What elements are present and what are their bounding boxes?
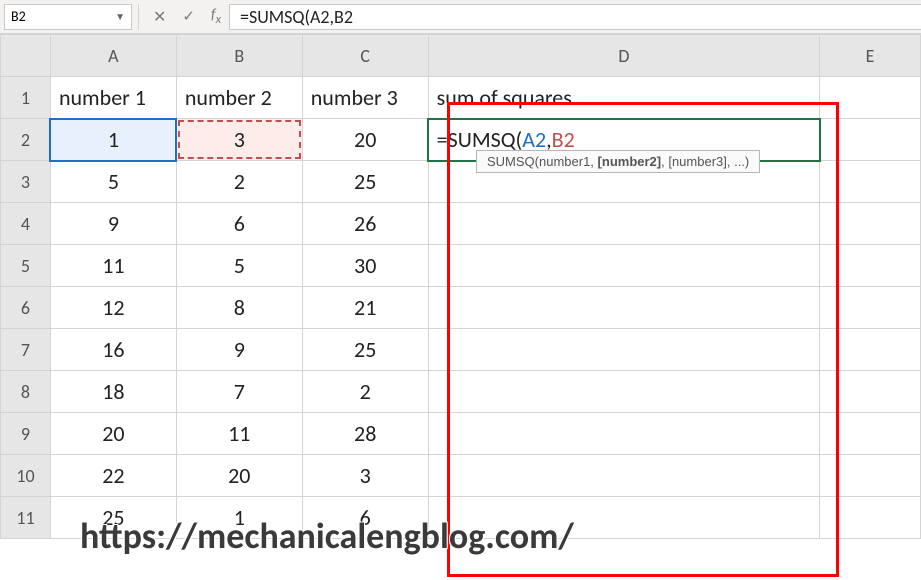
cell-D9[interactable]: [428, 413, 820, 455]
divider: [138, 4, 139, 30]
cell-E5[interactable]: [820, 245, 921, 287]
cell-B8[interactable]: 7: [176, 371, 302, 413]
cancel-icon[interactable]: ✕: [153, 7, 166, 27]
cell-B5[interactable]: 5: [176, 245, 302, 287]
row-header-7[interactable]: 7: [1, 329, 51, 371]
col-header-C[interactable]: C: [302, 35, 428, 77]
row-header-1[interactable]: 1: [1, 77, 51, 119]
cell-E10[interactable]: [820, 455, 921, 497]
cell-C6[interactable]: 21: [302, 287, 428, 329]
formula-bar-buttons: ✕ ✓ fx: [145, 6, 229, 27]
row-header-11[interactable]: 11: [1, 497, 51, 539]
cell-E2[interactable]: [820, 119, 921, 161]
watermark-text: https://mechanicalengblog.com/: [80, 514, 574, 558]
cell-A6[interactable]: 12: [50, 287, 176, 329]
dropdown-icon[interactable]: ▼: [115, 10, 125, 23]
cell-B9[interactable]: 11: [176, 413, 302, 455]
cell-A7[interactable]: 16: [50, 329, 176, 371]
cell-B6[interactable]: 8: [176, 287, 302, 329]
cell-B3[interactable]: 2: [176, 161, 302, 203]
col-header-E[interactable]: E: [820, 35, 921, 77]
function-tooltip: SUMSQ(number1, [number2], [number3], ...…: [476, 150, 760, 173]
cell-A2[interactable]: 1: [50, 119, 176, 161]
row-header-2[interactable]: 2: [1, 119, 51, 161]
cell-E11[interactable]: [820, 497, 921, 539]
col-header-D[interactable]: D: [428, 35, 820, 77]
formula-prefix: =SUMSQ(: [437, 126, 523, 153]
cell-E4[interactable]: [820, 203, 921, 245]
cell-C3[interactable]: 25: [302, 161, 428, 203]
cell-B7[interactable]: 9: [176, 329, 302, 371]
formula-text: =SUMSQ(A2,B2: [240, 6, 353, 28]
cell-A4[interactable]: 9: [50, 203, 176, 245]
row-header-5[interactable]: 5: [1, 245, 51, 287]
cell-D6[interactable]: [428, 287, 820, 329]
cell-E9[interactable]: [820, 413, 921, 455]
cell-A5[interactable]: 11: [50, 245, 176, 287]
cell-E8[interactable]: [820, 371, 921, 413]
cell-E7[interactable]: [820, 329, 921, 371]
tooltip-p1: (number1,: [535, 154, 598, 169]
cell-B4[interactable]: 6: [176, 203, 302, 245]
cell-A9[interactable]: 20: [50, 413, 176, 455]
enter-icon[interactable]: ✓: [182, 7, 195, 26]
row-header-6[interactable]: 6: [1, 287, 51, 329]
cell-E6[interactable]: [820, 287, 921, 329]
cell-A3[interactable]: 5: [50, 161, 176, 203]
row-header-8[interactable]: 8: [1, 371, 51, 413]
formula-bar: B2 ▼ ✕ ✓ fx =SUMSQ(A2,B2: [0, 0, 921, 34]
cell-C5[interactable]: 30: [302, 245, 428, 287]
cell-C7[interactable]: 25: [302, 329, 428, 371]
cell-B1[interactable]: number 2: [176, 77, 302, 119]
cell-E1[interactable]: [820, 77, 921, 119]
select-all-corner[interactable]: [1, 35, 51, 77]
formula-input[interactable]: =SUMSQ(A2,B2: [229, 4, 921, 30]
cell-D7[interactable]: [428, 329, 820, 371]
cell-C4[interactable]: 26: [302, 203, 428, 245]
cell-C2[interactable]: 20: [302, 119, 428, 161]
grid[interactable]: A B C D E 1 number 1 number 2 number 3 s…: [0, 34, 921, 539]
formula-ref-b: B2: [552, 126, 575, 153]
cell-D5[interactable]: [428, 245, 820, 287]
cell-A1[interactable]: number 1: [50, 77, 176, 119]
cell-D4[interactable]: [428, 203, 820, 245]
cell-C1[interactable]: number 3: [302, 77, 428, 119]
tooltip-p2: [number2]: [598, 154, 662, 169]
name-box[interactable]: B2 ▼: [4, 4, 132, 30]
cell-A10[interactable]: 22: [50, 455, 176, 497]
cell-C8[interactable]: 2: [302, 371, 428, 413]
row-header-9[interactable]: 9: [1, 413, 51, 455]
col-header-A[interactable]: A: [50, 35, 176, 77]
cell-B10[interactable]: 20: [176, 455, 302, 497]
col-header-B[interactable]: B: [176, 35, 302, 77]
tooltip-fn: SUMSQ: [487, 154, 535, 169]
cell-A8[interactable]: 18: [50, 371, 176, 413]
cell-C10[interactable]: 3: [302, 455, 428, 497]
spreadsheet: A B C D E 1 number 1 number 2 number 3 s…: [0, 34, 921, 539]
cell-D10[interactable]: [428, 455, 820, 497]
cell-B2[interactable]: 3: [176, 119, 302, 161]
cell-B2-value: 3: [234, 126, 245, 153]
tooltip-p3: , [number3], ...): [661, 154, 749, 169]
formula-ref-a: A2: [522, 126, 546, 153]
row-header-4[interactable]: 4: [1, 203, 51, 245]
cell-D8[interactable]: [428, 371, 820, 413]
row-header-10[interactable]: 10: [1, 455, 51, 497]
fx-icon[interactable]: fx: [211, 6, 221, 27]
cell-D1[interactable]: sum of squares: [428, 77, 820, 119]
row-header-3[interactable]: 3: [1, 161, 51, 203]
name-box-value: B2: [11, 8, 26, 25]
cell-E3[interactable]: [820, 161, 921, 203]
cell-C9[interactable]: 28: [302, 413, 428, 455]
